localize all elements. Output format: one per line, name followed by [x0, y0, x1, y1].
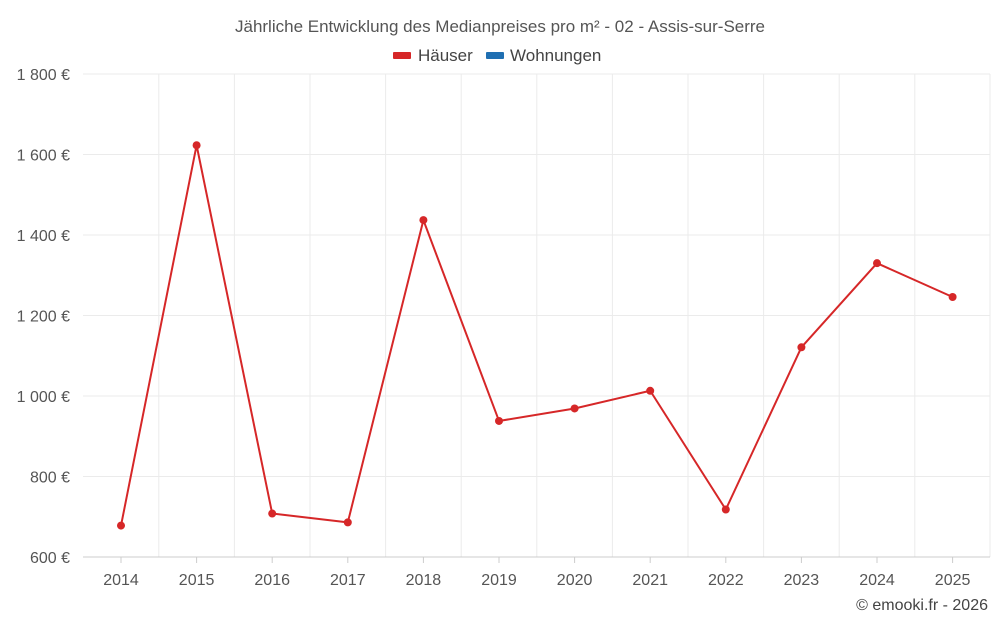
axes: 600 € 800 € 1 000 € 1 200 € 1 400 € 1 600 € 1 …: [17, 67, 990, 589]
x-tick-label: 2017: [330, 572, 366, 589]
credit-text: © emooki.fr - 2026: [856, 597, 988, 614]
series-line: [120, 144, 954, 526]
y-tick-label: 1 200 €: [17, 309, 70, 326]
x-tick-label: 2020: [557, 572, 593, 589]
x-tick-label: 2023: [784, 572, 820, 589]
data-point[interactable]: [721, 505, 730, 514]
data-point[interactable]: [495, 416, 503, 425]
x-tick-label: 2016: [254, 572, 290, 589]
legend-label-haeuser: Häuser: [418, 46, 473, 65]
legend-swatch-haeuser: [393, 52, 411, 59]
data-point[interactable]: [343, 518, 352, 527]
y-tick-label: 1 000 €: [17, 389, 70, 406]
legend-swatch-wohnungen: [486, 52, 504, 59]
legend-item-wohnungen[interactable]: Wohnungen: [486, 46, 601, 65]
legend-label-wohnungen: Wohnungen: [510, 46, 601, 65]
data-point[interactable]: [646, 386, 655, 395]
grid: [83, 73, 991, 557]
x-tick-label: 2015: [179, 572, 215, 589]
x-tick-label: 2021: [632, 572, 668, 589]
data-point[interactable]: [873, 259, 881, 268]
x-tick-label: 2018: [406, 572, 442, 589]
chart-title: Jährliche Entwicklung des Medianpreises …: [235, 17, 765, 36]
series-layer: [117, 141, 957, 530]
y-tick-label: 1 800 €: [17, 67, 70, 84]
data-point[interactable]: [948, 292, 957, 301]
data-point[interactable]: [192, 141, 201, 150]
data-point[interactable]: [419, 216, 428, 225]
y-tick-label: 1 600 €: [17, 148, 70, 165]
x-tick-label: 2019: [481, 572, 517, 589]
data-point[interactable]: [117, 521, 125, 530]
y-tick-label: 1 400 €: [17, 228, 70, 245]
legend-item-haeuser[interactable]: Häuser: [393, 46, 473, 65]
x-tick-label: 2022: [708, 572, 744, 589]
legend: Häuser Wohnungen: [393, 46, 601, 65]
y-tick-label: 600 €: [30, 550, 70, 567]
x-tick-label: 2025: [935, 572, 971, 589]
x-tick-label: 2014: [103, 572, 139, 589]
y-tick-label: 800 €: [30, 470, 70, 487]
data-point[interactable]: [570, 404, 579, 413]
data-point[interactable]: [797, 343, 806, 352]
data-point[interactable]: [268, 509, 277, 518]
x-tick-label: 2024: [859, 572, 895, 589]
